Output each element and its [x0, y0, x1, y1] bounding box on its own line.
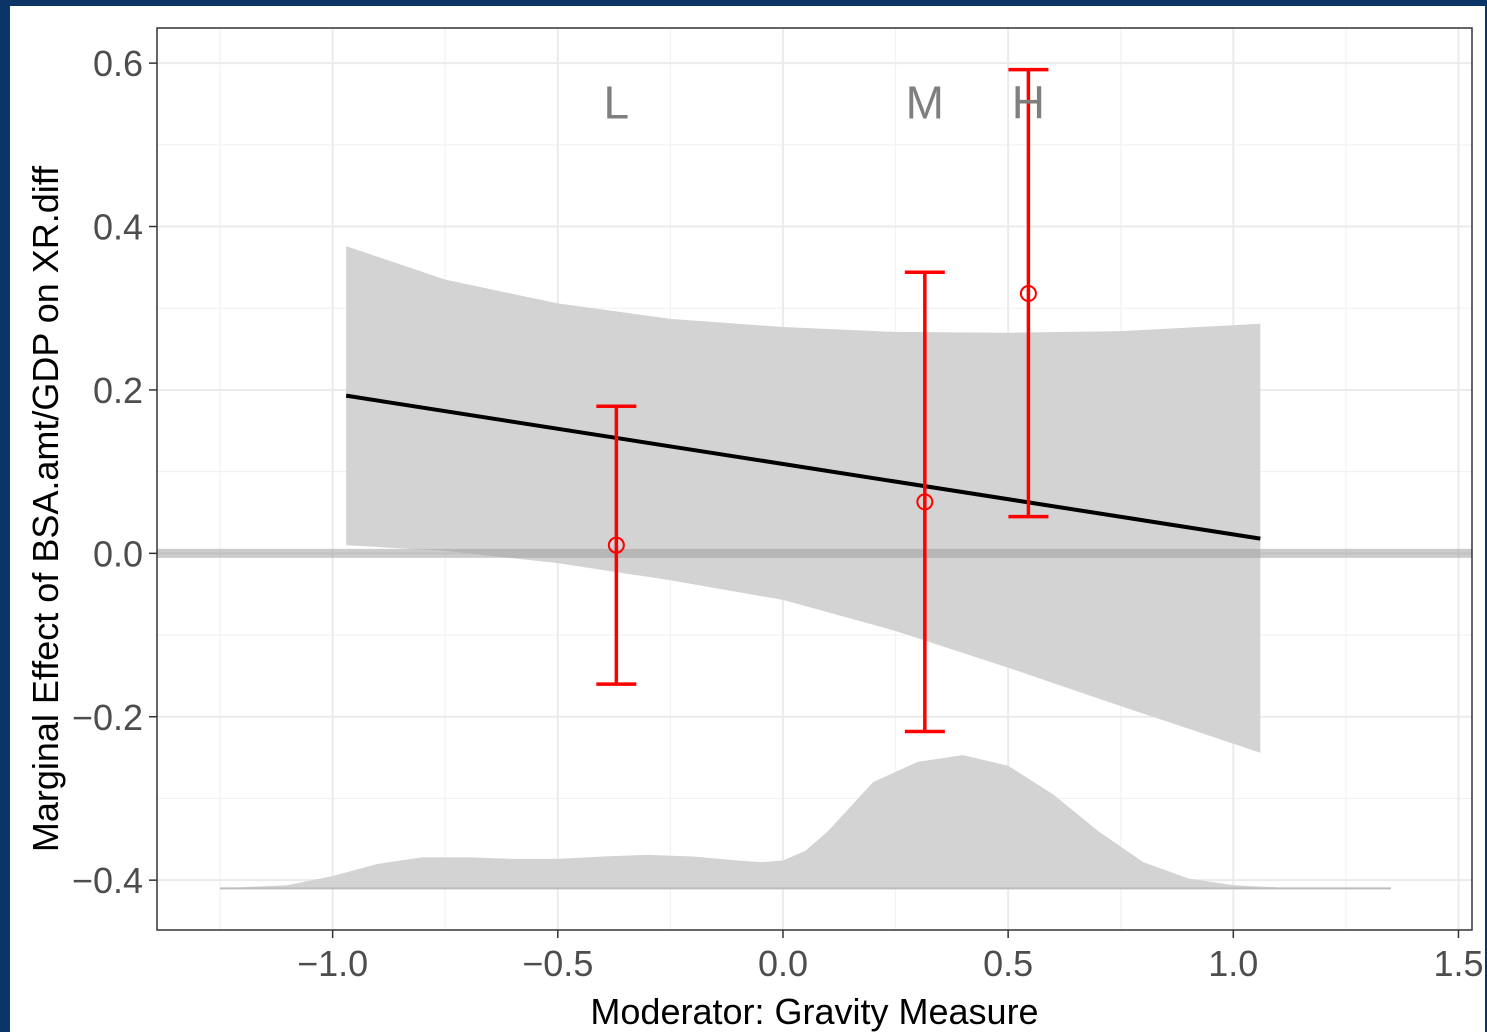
estimate-point-H [1019, 285, 1037, 303]
estimate-point-L [607, 536, 625, 554]
y-tick-label: 0.4 [93, 207, 143, 248]
x-tick-label: −1.0 [297, 943, 368, 984]
bin-label-H: H [1012, 77, 1045, 129]
marginal-effect-line-layer [345, 393, 1261, 541]
y-tick-label: 0.6 [93, 43, 143, 84]
panel-frame-layer [156, 27, 1473, 931]
density-layer [220, 755, 1391, 890]
x-tick-label: 0.5 [983, 943, 1033, 984]
x-tick-label: −0.5 [522, 943, 593, 984]
marginal-effect-chart: L M H −1.0 −0.5 0.0 0.5 1.0 1.5 −0.4 −0.2 0.0 0.2 0.… [25, 27, 1484, 1032]
panel-border [156, 27, 1473, 931]
x-tick-label: 1.5 [1433, 943, 1483, 984]
x-tick-label: 1.0 [1208, 943, 1258, 984]
y-tick-label: −0.4 [72, 860, 143, 901]
chart-container: L M H −1.0 −0.5 0.0 0.5 1.0 1.5 −0.4 −0.2 0.0 0.2 0.… [10, 6, 1485, 1032]
marginal-effect-line [345, 393, 1261, 541]
y-tick-label: 0.2 [93, 370, 143, 411]
x-axis-title: Moderator: Gravity Measure [590, 991, 1038, 1032]
density-area [220, 755, 1391, 889]
confidence-band-layer [346, 246, 1261, 753]
bin-label-L: L [604, 77, 630, 129]
estimate-point-M [916, 493, 934, 511]
y-axis-title: Marginal Effect of BSA.amt/GDP on XR.dif… [25, 165, 66, 852]
bin-label-M: M [906, 77, 944, 129]
axis-layer: −1.0 −0.5 0.0 0.5 1.0 1.5 −0.4 −0.2 0.0 0.2 0.4 0.6 [72, 43, 1484, 984]
y-tick-label: 0.0 [93, 533, 143, 574]
x-tick-label: 0.0 [758, 943, 808, 984]
y-tick-label: −0.2 [72, 697, 143, 738]
confidence-band [346, 246, 1261, 753]
